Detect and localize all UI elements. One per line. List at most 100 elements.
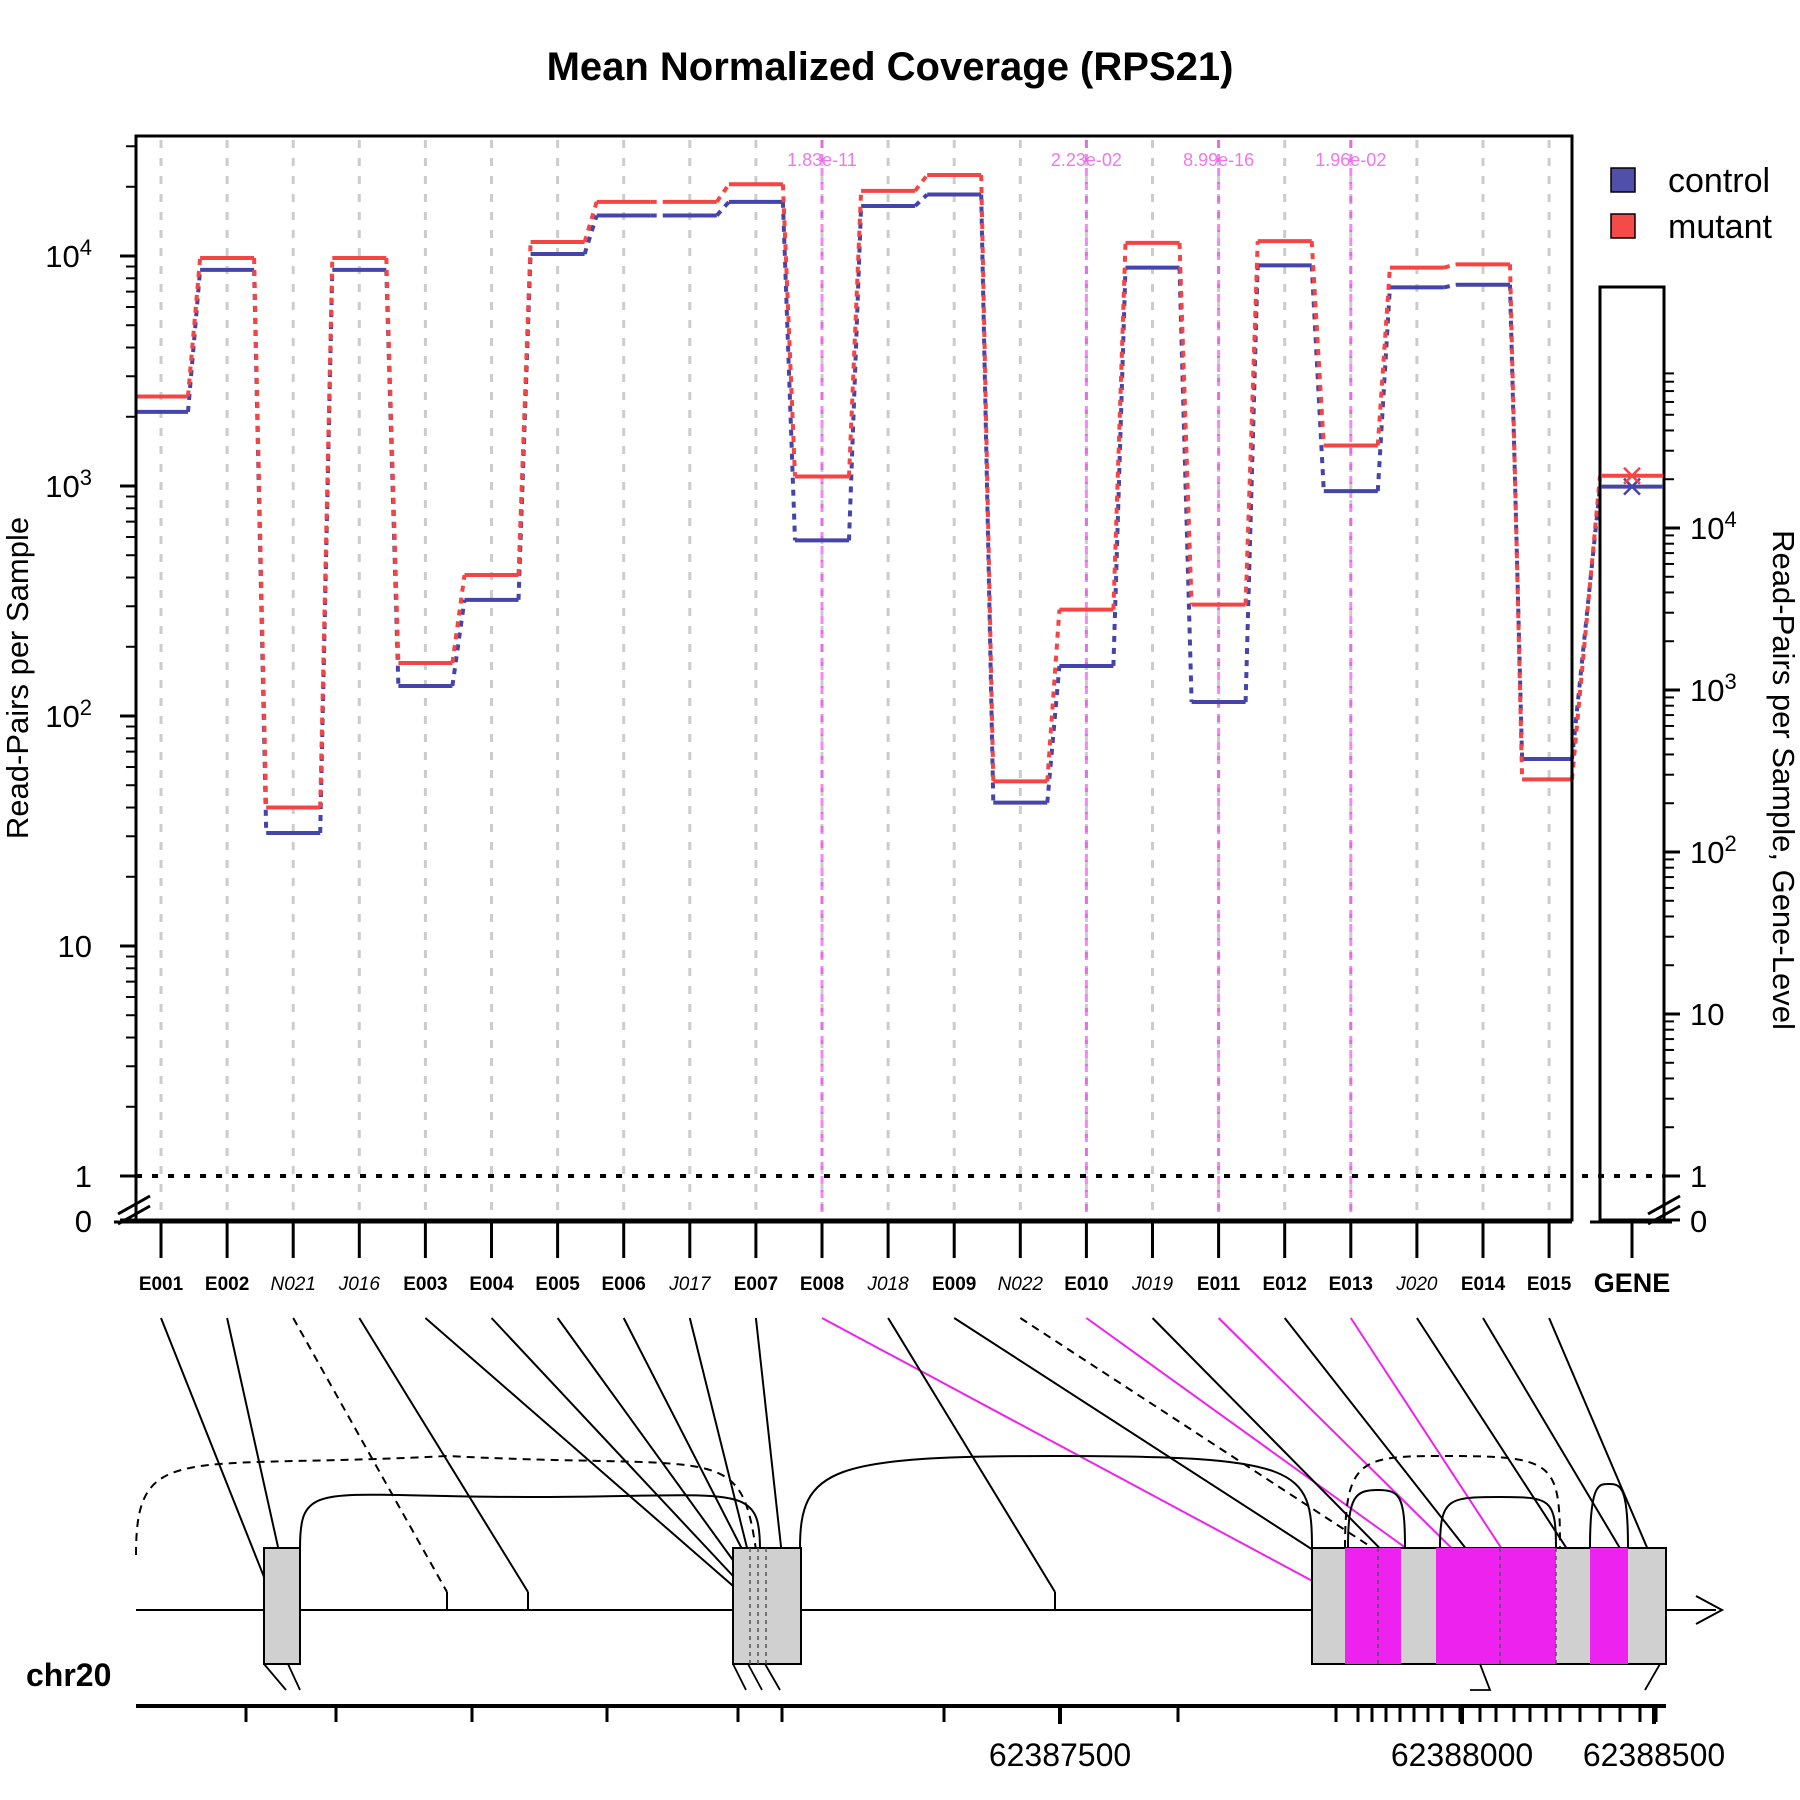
series-mutant — [137, 172, 1602, 810]
connector-e002 — [226, 1317, 289, 1593]
connector-control-e013 — [1375, 287, 1392, 492]
y-tick-label-1: 1 — [75, 1159, 92, 1194]
connector-control-e001 — [186, 269, 203, 413]
y-axis-label: Read-Pairs per Sample — [0, 517, 35, 839]
gene-panel-label: GENE — [1594, 1268, 1671, 1298]
feature-label-e013: E013 — [1329, 1274, 1373, 1295]
vertical-gridlines — [159, 140, 1551, 1218]
connector-mutant-e007 — [780, 184, 797, 477]
legend-swatch-control — [1610, 167, 1636, 193]
connector-mutant-n021 — [318, 257, 335, 808]
connector-e015 — [1548, 1317, 1667, 1593]
connector-mutant-e003 — [450, 574, 467, 664]
gene-plot-frame — [1598, 285, 1666, 1222]
feature-label-j017: J017 — [668, 1274, 712, 1295]
axis-break-mark — [1647, 1194, 1681, 1216]
feature-label-e007: E007 — [734, 1274, 778, 1295]
feature-label-e015: E015 — [1527, 1274, 1572, 1295]
gene-level-panel — [1601, 466, 1663, 496]
feature-label-e011: E011 — [1197, 1274, 1241, 1295]
feature-label-e008: E008 — [800, 1274, 844, 1295]
right-y-tick-label-10: 10 — [1690, 997, 1724, 1032]
connector-j019 — [1151, 1317, 1424, 1593]
connector-j016 — [358, 1317, 529, 1593]
pvalue-label-e008: 1.83e-11 — [787, 150, 857, 170]
chart-title: Mean Normalized Coverage (RPS21) — [547, 45, 1234, 89]
chromosome-label: chr20 — [26, 1657, 111, 1693]
exon-slant-line — [732, 1663, 747, 1691]
junction-arc-j016 — [299, 1493, 761, 1551]
y-tick-label-10000: 104 — [45, 235, 92, 274]
pvalue-label-e011: 8.99e-16 — [1183, 150, 1254, 170]
connector-e012 — [1283, 1317, 1501, 1593]
exon-slant-line — [747, 1663, 763, 1691]
connector-e004 — [490, 1317, 749, 1593]
feature-label-e009: E009 — [932, 1274, 976, 1295]
junction-arc-j018 — [799, 1454, 1313, 1549]
exon-slant-line — [764, 1663, 781, 1691]
connector-control-j018 — [913, 193, 929, 208]
connector-mutant-e009 — [979, 174, 996, 782]
connector-control-e011 — [1243, 265, 1260, 703]
genome-coordinate-axis: 62387500 62388000 62388500 — [136, 1704, 1725, 1773]
feature-label-j018: J018 — [866, 1274, 909, 1295]
connector-control-j020 — [1443, 282, 1457, 290]
feature-label-e002: E002 — [205, 1274, 249, 1295]
gene-link-mutant — [1570, 475, 1602, 780]
connector-mutant-e014 — [1508, 264, 1525, 780]
feature-label-e001: E001 — [139, 1274, 184, 1295]
exon-highlight-e010 — [1436, 1548, 1496, 1664]
junction-arc-n021 — [135, 1454, 757, 1556]
pvalue-label-e013: 1.96e-02 — [1315, 150, 1386, 170]
connector-mutant-j019 — [1177, 242, 1194, 605]
connector-mutant-e012 — [1309, 241, 1326, 446]
exon-highlight-e008 — [1345, 1548, 1401, 1664]
strand-arrow-icon — [1695, 1595, 1725, 1625]
feature-label-e004: E004 — [469, 1274, 514, 1295]
right-y-axis-label: Read-Pairs per Sample, Gene-Level — [1766, 530, 1800, 1030]
connector-mutant-j020 — [1443, 262, 1457, 270]
main-plot-frame — [134, 134, 1574, 1222]
connector-e010 — [1085, 1317, 1468, 1593]
connector-mutant-e004 — [516, 241, 533, 576]
junction-arc-j019 — [1347, 1488, 1406, 1549]
connector-mutant-e010 — [1111, 242, 1128, 610]
feature-axis: E001 E002 N021 J016 E003 E004 E005 E006 J017 E007… — [114, 1220, 1672, 1298]
genome-tick-label: 62387500 — [989, 1737, 1131, 1773]
y-tick-label-100: 102 — [45, 695, 92, 734]
connector-control-e008 — [847, 205, 864, 541]
exon-highlight-e013 — [1590, 1548, 1628, 1664]
right-y-tick-label-0: 0 — [1690, 1204, 1707, 1239]
gene-model-track — [135, 1454, 1725, 1691]
connector-mutant-j016 — [384, 257, 401, 664]
feature-label-j019: J019 — [1131, 1274, 1174, 1295]
right-y-tick-label-1: 1 — [1690, 1159, 1707, 1194]
genome-tick-label: 62388500 — [1583, 1737, 1725, 1773]
feature-label-e003: E003 — [403, 1274, 447, 1295]
connector-e011 — [1217, 1317, 1497, 1593]
connector-n021 — [292, 1317, 448, 1593]
series-control — [137, 192, 1602, 835]
legend-label-control: control — [1668, 162, 1770, 200]
junction-arc-j020 — [1439, 1495, 1557, 1549]
feature-label-n021: N021 — [270, 1274, 315, 1295]
exon-block-1 — [263, 1547, 301, 1665]
connector-e006 — [622, 1317, 765, 1593]
connector-control-e012 — [1309, 265, 1326, 492]
right-y-tick-label-10000: 104 — [1690, 507, 1737, 546]
legend: control mutant — [1610, 162, 1772, 246]
junction-arc-j021 — [1589, 1482, 1629, 1549]
connector-control-j017 — [715, 200, 731, 217]
legend-label-mutant: mutant — [1668, 208, 1772, 246]
feature-label-e012: E012 — [1263, 1274, 1307, 1295]
exon-slant-line — [1470, 1663, 1492, 1691]
connector-j020 — [1416, 1317, 1596, 1593]
pvalue-label-e010: 2.23e-02 — [1051, 150, 1122, 170]
connector-control-e003 — [450, 599, 467, 687]
y-axis: 1 10 102 103 104 0 — [45, 145, 151, 1239]
y-tick-label-1000: 103 — [45, 465, 92, 504]
y-tick-label-10: 10 — [58, 929, 92, 964]
feature-label-j020: J020 — [1395, 1274, 1438, 1295]
genome-tick-label: 62388000 — [1391, 1737, 1533, 1773]
